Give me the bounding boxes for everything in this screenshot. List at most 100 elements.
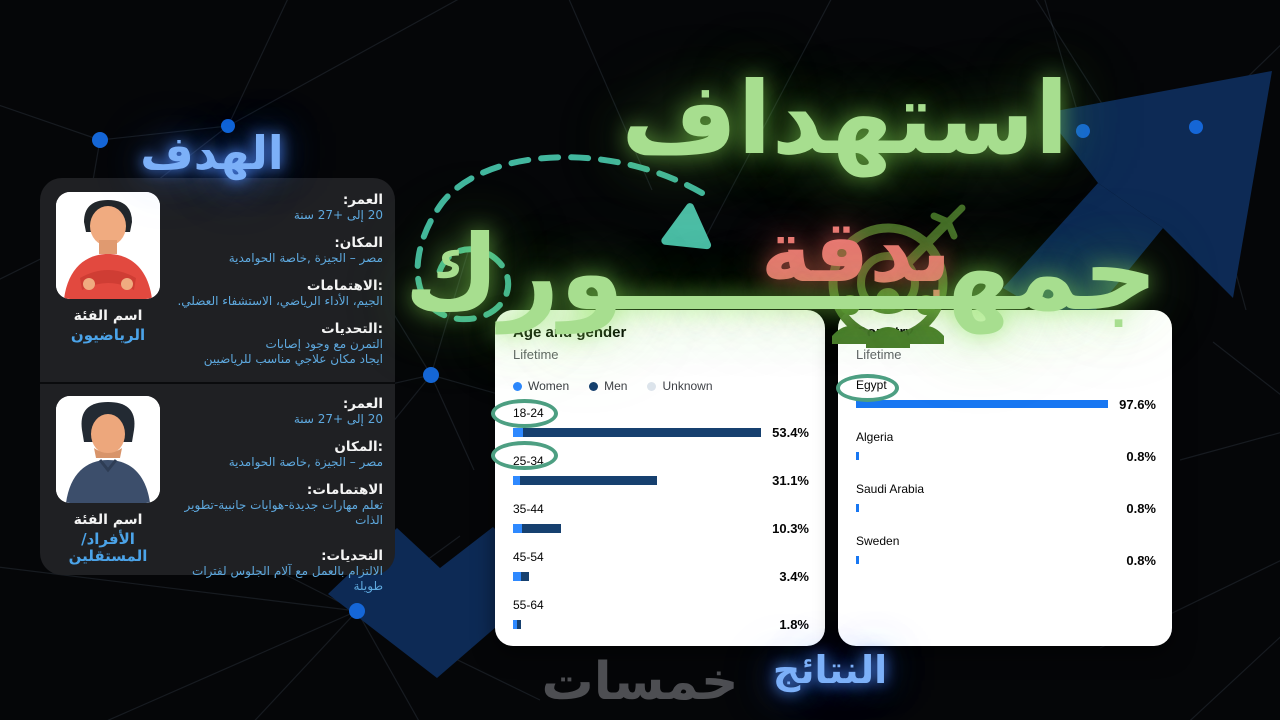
men-bar-segment bbox=[516, 620, 522, 629]
age-bucket-label: 35-44 bbox=[513, 502, 544, 516]
age-bucket-value: 31.1% bbox=[772, 473, 809, 488]
headline-audience: جمهـــــــــورك bbox=[404, 212, 1158, 334]
men-bar-segment bbox=[519, 476, 658, 485]
field-value: الالتزام بالعمل مع آلام الجلوس لفترات طو… bbox=[192, 564, 383, 593]
persona-media: اسم الفئة الرياضيون bbox=[50, 192, 166, 376]
field-label-age: العمر: bbox=[342, 396, 383, 412]
legend-label: Unknown bbox=[662, 379, 713, 393]
age-row-45-54: 45-54 3.4% bbox=[513, 550, 809, 584]
women-bar-segment bbox=[513, 620, 517, 629]
country-value: 0.8% bbox=[1126, 501, 1156, 516]
age-gender-title: Age and gender bbox=[513, 324, 809, 341]
field-value: مصر – الجيزة ,خاصة الحوامدية bbox=[228, 251, 383, 265]
age-gender-card: Age and gender Lifetime Women Men Unknown … bbox=[495, 310, 825, 646]
age-bucket-value: 53.4% bbox=[772, 425, 809, 440]
category-name-freelancers: الأفراد/المستقلين bbox=[68, 530, 148, 566]
women-bar-segment bbox=[513, 476, 520, 485]
persona-fields: العمر: 20 إلى +27 سنة المكان: مصر – الجي… bbox=[166, 192, 383, 376]
persona-card: العمر: 20 إلى +27 سنة المكان: مصر – الجي… bbox=[40, 178, 395, 593]
age-bucket-value: 3.4% bbox=[779, 569, 809, 584]
country-label: Sweden bbox=[856, 534, 900, 548]
women-bar-segment bbox=[513, 428, 524, 437]
country-bar-segment bbox=[856, 504, 860, 512]
bar-track bbox=[856, 452, 1108, 461]
legend-label: Women bbox=[528, 379, 570, 393]
persona-section-freelancers: العمر: 20 إلى +27 سنة :المكان مصر – الجي… bbox=[40, 382, 395, 593]
age-bucket-label: 45-54 bbox=[513, 550, 544, 564]
country-value: 0.8% bbox=[1126, 553, 1156, 568]
dashed-curve-arrow bbox=[414, 154, 705, 323]
field-label-interests: الاهتمامات: bbox=[306, 482, 383, 498]
goal-heading: الهدف bbox=[140, 126, 284, 180]
field-label-location: المكان: bbox=[334, 235, 383, 251]
legend-item-men[interactable]: Men bbox=[589, 379, 627, 393]
freelancer-avatar bbox=[56, 396, 160, 503]
field-value: الجيم، الأداء الرياضي، الاستشفاء العضلي. bbox=[177, 294, 383, 308]
legend-item-women[interactable]: Women bbox=[513, 379, 569, 393]
field-value: التمرن مع وجود إصابات bbox=[265, 337, 383, 351]
field-value: تعلم مهارات جديدة-هوايات جانبية-تطوير ال… bbox=[184, 498, 383, 527]
field-label-age: العمر: bbox=[342, 192, 383, 208]
country-subtitle: Lifetime bbox=[856, 347, 902, 362]
field-value: مصر – الجيزة ,خاصة الحوامدية bbox=[228, 455, 383, 469]
highlight-ring-18-24 bbox=[491, 399, 558, 428]
persona-section-athletes: العمر: 20 إلى +27 سنة المكان: مصر – الجي… bbox=[40, 178, 395, 382]
khamsat-watermark: خمسات bbox=[541, 652, 739, 712]
country-row-saudi-arabia: Saudi Arabia 0.8% bbox=[856, 482, 1156, 516]
gender-legend: Women Men Unknown bbox=[513, 379, 809, 393]
country-label: Algeria bbox=[856, 430, 894, 444]
legend-dot bbox=[513, 381, 522, 391]
bar-track bbox=[513, 620, 761, 629]
country-value: 0.8% bbox=[1126, 449, 1156, 464]
men-bar-segment bbox=[520, 572, 529, 581]
bar-track bbox=[513, 524, 761, 533]
country-row-sweden: Sweden 0.8% bbox=[856, 534, 1156, 568]
bar-track bbox=[513, 572, 761, 581]
age-bucket-value: 10.3% bbox=[772, 521, 809, 536]
women-bar-segment bbox=[513, 524, 522, 533]
athlete-avatar bbox=[56, 192, 160, 299]
persona-media: اسم الفئة الأفراد/المستقلين bbox=[50, 396, 166, 567]
age-row-55-64: 55-64 1.8% bbox=[513, 598, 809, 632]
field-value: 20 إلى +27 سنة bbox=[293, 208, 383, 222]
category-name-athletes: الرياضيون bbox=[70, 326, 146, 344]
highlight-ring-egypt bbox=[836, 374, 899, 402]
field-label-challenges: :التحديات bbox=[321, 321, 383, 337]
man-red-shirt-illustration bbox=[56, 192, 160, 299]
category-label: اسم الفئة bbox=[73, 308, 143, 324]
results-heading: النتائج bbox=[772, 648, 888, 692]
age-row-35-44: 35-44 10.3% bbox=[513, 502, 809, 536]
field-label-location: :المكان bbox=[334, 439, 383, 455]
women-bar-segment bbox=[513, 572, 521, 581]
country-card: Country i Lifetime Egypt97.6%Algeria0.8%… bbox=[838, 310, 1172, 646]
persona-fields: العمر: 20 إلى +27 سنة :المكان مصر – الجي… bbox=[166, 396, 383, 593]
age-gender-subtitle: Lifetime bbox=[513, 347, 559, 362]
bar-track bbox=[856, 504, 1108, 513]
field-value: ايجاد مكان علاجي مناسب للرياضيين bbox=[203, 352, 383, 366]
country-label: Saudi Arabia bbox=[856, 482, 925, 496]
teal-triangle bbox=[661, 203, 712, 250]
age-bucket-value: 1.8% bbox=[779, 617, 809, 632]
field-value: 20 إلى +27 سنة bbox=[293, 412, 383, 426]
bar-track bbox=[513, 476, 761, 485]
country-bar-segment bbox=[856, 400, 1108, 408]
men-bar-segment bbox=[521, 524, 561, 533]
headline-precision: بدقة bbox=[760, 202, 952, 302]
legend-label: Men bbox=[604, 379, 628, 393]
legend-item-unknown[interactable]: Unknown bbox=[647, 379, 713, 393]
country-bar-segment bbox=[856, 452, 860, 460]
country-bar-segment bbox=[856, 556, 860, 564]
age-bucket-label: 55-64 bbox=[513, 598, 544, 612]
country-value: 97.6% bbox=[1119, 397, 1156, 412]
headline-targeting: استهداف bbox=[621, 60, 1069, 177]
legend-dot bbox=[647, 381, 657, 391]
man-navy-shirt-illustration bbox=[56, 396, 160, 503]
field-label-interests: :الاهتمامات bbox=[306, 278, 383, 294]
bar-track bbox=[856, 400, 1108, 409]
country-row-algeria: Algeria 0.8% bbox=[856, 430, 1156, 464]
men-bar-segment bbox=[523, 428, 761, 437]
audience-people-icon bbox=[832, 288, 944, 348]
